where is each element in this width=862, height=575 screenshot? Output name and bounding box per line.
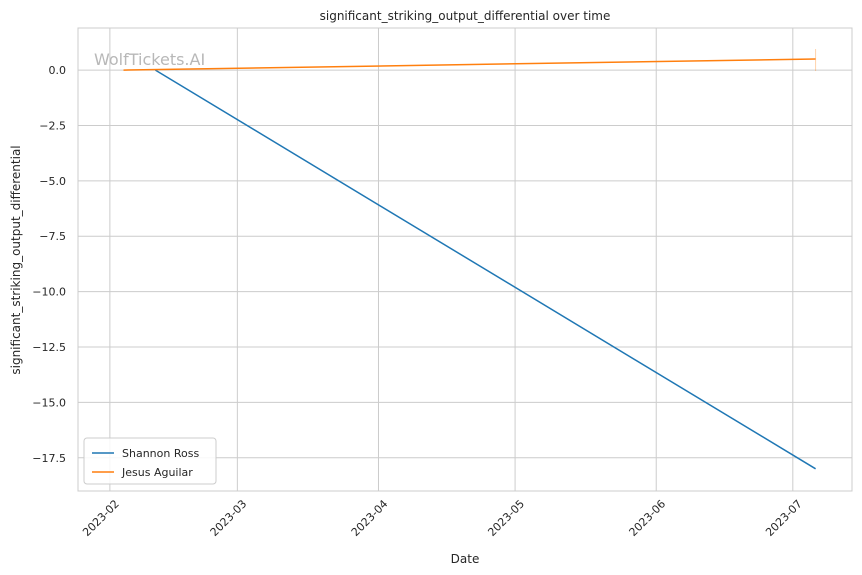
x-tick-label: 2023-03 xyxy=(208,497,250,539)
y-tick-label: −5.0 xyxy=(39,175,66,188)
x-axis-title: Date xyxy=(451,552,480,566)
y-tick-label: 0.0 xyxy=(49,64,67,77)
x-tick-label: 2023-02 xyxy=(80,497,122,539)
y-tick-label: −15.0 xyxy=(32,396,66,409)
y-tick-label: −10.0 xyxy=(32,286,66,299)
grid-lines xyxy=(78,28,852,491)
y-tick-label: −12.5 xyxy=(32,341,66,354)
series-line-jesus-aguilar xyxy=(123,58,816,71)
chart-title: significant_striking_output_differential… xyxy=(320,9,611,23)
legend-box xyxy=(83,437,217,485)
y-tick-label: −7.5 xyxy=(39,230,66,243)
x-tick-label: 2023-05 xyxy=(485,497,527,539)
series-lines xyxy=(123,49,817,470)
series-line-shannon-ross xyxy=(155,69,816,470)
x-tick-label: 2023-04 xyxy=(349,497,391,539)
y-tick-label: −2.5 xyxy=(39,119,66,132)
watermark-text: WolfTickets.AI xyxy=(94,50,205,69)
legend-label-jesus-aguilar: Jesus Aguilar xyxy=(121,466,193,479)
plot-area-background xyxy=(78,28,852,491)
legend: Shannon Ross Jesus Aguilar xyxy=(83,437,217,485)
y-axis-title: significant_striking_output_differential xyxy=(9,145,23,374)
plot-area-frame xyxy=(77,27,853,492)
legend-label-shannon-ross: Shannon Ross xyxy=(122,447,199,460)
x-tick-label: 2023-06 xyxy=(627,497,669,539)
y-tick-label: −17.5 xyxy=(32,452,66,465)
x-tick-label: 2023-07 xyxy=(763,497,805,539)
